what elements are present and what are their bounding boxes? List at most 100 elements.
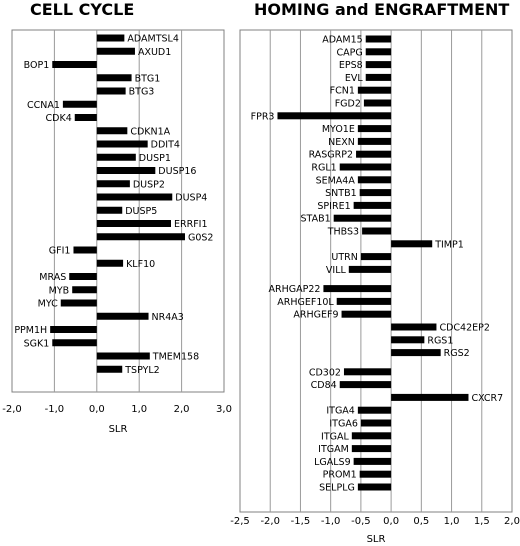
cell-cycle-bar (96, 87, 126, 95)
cell-cycle-bar-label: DDIT4 (151, 140, 180, 151)
cell-cycle-bar (96, 167, 156, 174)
cell-cycle-bar (96, 127, 128, 135)
homing-bar-label: RGS2 (444, 348, 470, 359)
homing-tick-label: -2,5 (230, 516, 250, 527)
homing-bar (357, 86, 392, 94)
cell-cycle-bar (96, 153, 136, 161)
homing-bar-label: RGS1 (427, 335, 453, 346)
cell-cycle-bar-label: G0S2 (188, 232, 213, 243)
homing-tick-label: -1,5 (291, 516, 311, 527)
cell-cycle-bar-label: DUSP2 (133, 179, 165, 190)
cell-cycle-bar-label: BOP1 (24, 60, 50, 71)
homing-bar (341, 310, 392, 318)
homing-bar-label: ITGA6 (329, 419, 358, 430)
cell-cycle-bar-label: CDK4 (46, 113, 72, 124)
cell-cycle-bar-label: KLF10 (126, 259, 155, 270)
homing-bar-label: ADAM15 (322, 35, 362, 46)
homing-bar-label: ITGA4 (326, 406, 355, 417)
cell-cycle-bar (96, 193, 173, 201)
homing-bar (363, 99, 392, 107)
cell-cycle-bar (96, 259, 124, 267)
homing-bar (365, 48, 392, 56)
homing-bar-label: SNTB1 (325, 188, 357, 199)
cell-cycle-bar-label: ADAMTSL4 (127, 34, 179, 45)
homing-bar (348, 265, 392, 273)
homing-tick-label: -0,5 (351, 516, 371, 527)
homing-bar-label: CAPG (336, 47, 362, 58)
homing-bar-label: STAB1 (301, 214, 331, 225)
homing-tick-label: 2,0 (504, 516, 520, 527)
homing-bar (357, 483, 392, 491)
homing-tick-label: 0,0 (383, 516, 399, 527)
homing-bar (360, 253, 392, 261)
homing-bar-label: EVL (345, 73, 364, 84)
cell-cycle-bar (96, 233, 185, 241)
homing-bar (353, 201, 392, 209)
cell-cycle-tick-label: -2,0 (2, 404, 22, 415)
homing-bar (336, 297, 392, 305)
cell-cycle-bar (72, 286, 97, 294)
cell-cycle-bar (62, 100, 97, 108)
homing-bar (277, 112, 392, 120)
homing-bar-label: RASGRP2 (309, 150, 353, 161)
cell-cycle-bar (50, 326, 97, 333)
cell-cycle-bar (73, 246, 97, 254)
cell-cycle-bar-label: DUSP16 (158, 166, 196, 177)
homing-bar (365, 35, 392, 43)
homing-bar-label: SEMA4A (316, 175, 356, 186)
homing-bar-label: ARHGEF9 (293, 310, 338, 321)
homing-bar-label: THBS3 (327, 227, 359, 238)
cell-cycle-bar (96, 365, 123, 373)
homing-bar (362, 227, 392, 235)
cell-cycle-bar (52, 61, 97, 68)
homing-bar (353, 457, 392, 465)
cell-cycle-bar (96, 220, 171, 227)
homing-bar-label: FPR3 (251, 111, 275, 122)
cell-cycle-bar-label: AXUD1 (138, 47, 171, 58)
cell-cycle-bar-label: DUSP5 (125, 206, 157, 217)
homing-bar-label: SELPLG (319, 483, 355, 494)
homing-bar-label: VILL (326, 265, 347, 276)
homing-bar (360, 419, 392, 427)
homing-bar (391, 323, 437, 331)
homing-bar (391, 393, 469, 401)
homing-bar (357, 406, 392, 414)
homing-tick-label: 1,5 (474, 516, 490, 527)
cell-cycle-bar (96, 206, 123, 214)
homing-tick-label: 1,0 (444, 516, 460, 527)
homing-tick-label: -1,0 (321, 516, 341, 527)
homing-bar (357, 125, 392, 133)
homing-bar (357, 137, 392, 145)
homing-axis-label: SLR (367, 534, 386, 545)
cell-cycle-tick-label: 1,0 (131, 404, 147, 415)
cell-cycle-bar-label: NR4A3 (152, 312, 184, 323)
cell-cycle-bar-label: BTG3 (129, 87, 155, 98)
homing-bar (323, 285, 392, 293)
cell-cycle-bar-label: TMEM158 (152, 352, 199, 363)
cell-cycle-bar-label: PPM1H (14, 325, 47, 336)
homing-bar-label: LGALS9 (314, 457, 351, 468)
homing-bar (351, 445, 392, 453)
cell-cycle-bar-label: MYC (38, 299, 58, 310)
homing-bar (391, 349, 441, 357)
homing-bar (359, 470, 392, 478)
homing-bar-label: RGL1 (311, 163, 336, 174)
homing-tick-label: 0,5 (413, 516, 429, 527)
homing-bar-label: ARHGEF10L (277, 297, 334, 308)
homing-bar-label: MYO1E (322, 124, 355, 135)
homing-bar-label: CD302 (309, 367, 341, 378)
homing-bar-label: CDC42EP2 (439, 323, 489, 334)
homing-bar (357, 176, 392, 184)
cell-cycle-tick-label: 2,0 (174, 404, 190, 415)
cell-cycle-bar (96, 312, 149, 320)
homing-bar (339, 381, 392, 389)
homing-bar-label: NEXN (328, 137, 355, 148)
cell-cycle-bar (60, 299, 97, 307)
homing-bar-label: FGD2 (335, 99, 361, 110)
homing-bar (333, 214, 392, 222)
homing-bar-label: SPIRE1 (317, 201, 350, 212)
cell-cycle-tick-label: 3,0 (216, 404, 232, 415)
homing-bar (343, 368, 392, 376)
cell-cycle-bar (96, 140, 148, 148)
